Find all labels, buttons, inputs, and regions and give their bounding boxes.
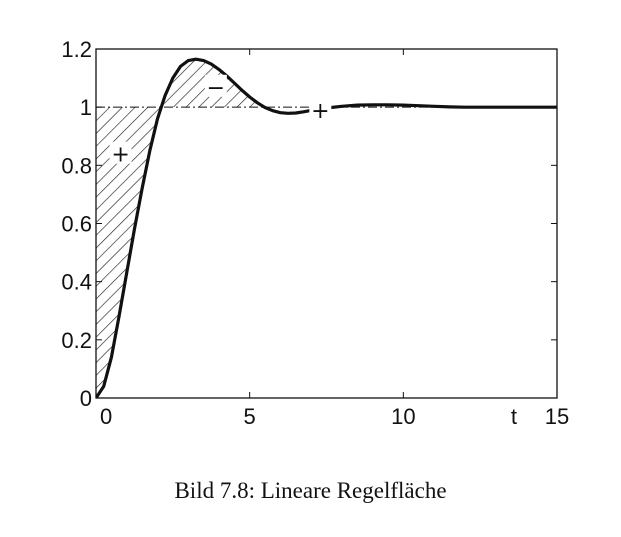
x-axis-label: t: [511, 404, 517, 429]
y-tick-label: 1.2: [61, 37, 92, 62]
x-tick-label: 10: [391, 404, 415, 429]
y-tick-label: 0.2: [61, 328, 92, 353]
x-tick-label: 15: [545, 404, 569, 429]
sign-annotation: +: [111, 143, 129, 168]
figure-caption: Bild 7.8: Lineare Regelfläche: [174, 478, 447, 503]
hatched-area-layer: [96, 59, 266, 398]
y-tick-label: 0.6: [61, 212, 92, 237]
step-response-curve: [96, 57, 557, 398]
annotation-backdrop: [204, 74, 227, 97]
tick-labels: 0 5 10 15 0 0.2 0.4 0.6 0.8 1 1.2: [61, 37, 569, 429]
annotation-backdrop: [109, 141, 132, 164]
x-tick-label: 5: [244, 404, 256, 429]
sign-annotation: −: [207, 76, 225, 101]
y-tick-label: 0.8: [61, 153, 92, 178]
y-tick-label: 1: [80, 95, 92, 120]
y-tick-label: 0.4: [61, 270, 92, 295]
chart: + − + 0 5 10 15 0 0.2 0.4 0.6 0.8 1 1.2 t: [61, 37, 569, 429]
annotations: + − +: [109, 74, 332, 168]
sign-annotation: +: [311, 99, 329, 124]
x-tick-label: 0: [100, 404, 112, 429]
annotation-backdrop: [309, 98, 332, 121]
y-tick-label: 0: [80, 386, 92, 411]
tick-marks: [95, 48, 558, 399]
